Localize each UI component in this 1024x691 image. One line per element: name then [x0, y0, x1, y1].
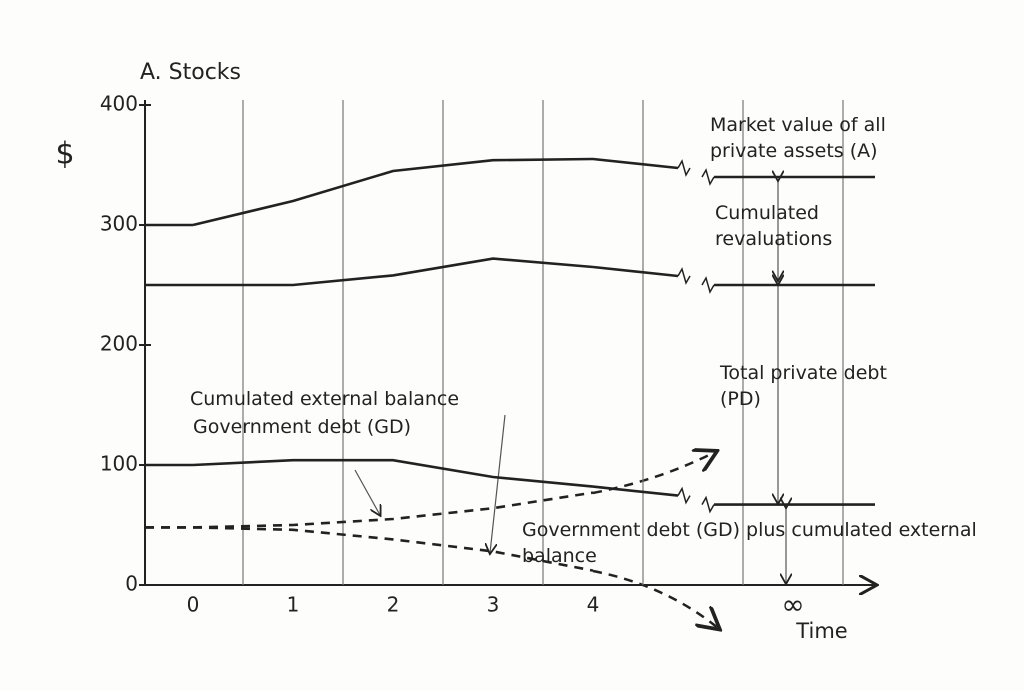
break-mark — [677, 159, 715, 186]
ceb-continuation — [592, 569, 718, 628]
x-tick-label: 0 — [187, 593, 200, 617]
series-tail — [592, 485, 679, 497]
y-tick-label: 100 — [100, 452, 138, 476]
y-tick-label: 400 — [100, 92, 138, 116]
series-line — [192, 458, 594, 488]
series-line — [192, 491, 594, 529]
x-tick-label: 2 — [387, 593, 400, 617]
annotation-gd-plus-ceb: Government debt (GD) plus cumulated exte… — [522, 519, 977, 567]
gd-pointer — [354, 469, 380, 515]
x-tick-label: 3 — [487, 593, 500, 617]
annotation-private-debt: Total private debt (PD) — [720, 362, 887, 410]
ceb-pointer — [490, 414, 506, 553]
x-tick-label: 4 — [587, 593, 600, 617]
annotation-ceb: Cumulated external balance — [190, 388, 460, 410]
y-tick-label: 200 — [100, 332, 138, 356]
annotation-market-value: Market value of all private assets (A) — [710, 114, 886, 162]
annotation-revaluations: Cumulated revaluations — [715, 202, 833, 250]
gd-continuation — [592, 452, 715, 495]
x-axis-label: Time — [795, 619, 847, 643]
series-line — [193, 257, 594, 287]
series-line — [192, 526, 594, 572]
series-tail — [592, 157, 679, 170]
x-tick-label: 1 — [287, 593, 300, 617]
y-tick-label: 0 — [125, 572, 138, 596]
break-mark — [677, 267, 715, 294]
y-axis-label: $ — [55, 137, 74, 172]
x-tick-label: ∞ — [781, 588, 804, 621]
series-tail — [592, 265, 679, 278]
series-line — [192, 157, 594, 227]
y-tick-label: 300 — [100, 212, 138, 236]
break-mark — [677, 486, 715, 514]
chart-title: A. Stocks — [140, 60, 241, 85]
annotation-gd: Government debt (GD) — [193, 416, 412, 438]
